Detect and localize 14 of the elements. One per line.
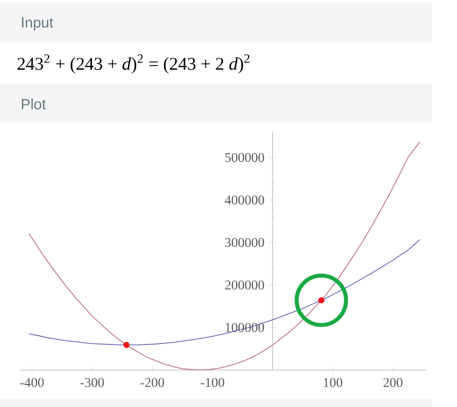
y-tick-label: 300000 [225, 238, 264, 247]
y-tick-label: 200000 [225, 280, 264, 290]
x-tick-label: 100 [324, 378, 342, 388]
y-tick-label: 400000 [224, 195, 264, 204]
x-tick-label: 200 [384, 378, 402, 388]
line-series [28, 141, 420, 370]
y-tick-label: 500000 [225, 153, 264, 162]
text: Plot [22, 98, 46, 110]
x-tick-label: -200 [140, 378, 164, 388]
chart-title: 243$^{2}$ + (243 + d)$^{2}$ = (243 + 2 d)$^{2}$ [18, 54, 250, 74]
text: Input [22, 17, 54, 31]
x-tick-label: -100 [200, 378, 224, 388]
x-tick-label: -300 [80, 378, 104, 388]
x-tick-label: -400 [20, 378, 44, 388]
